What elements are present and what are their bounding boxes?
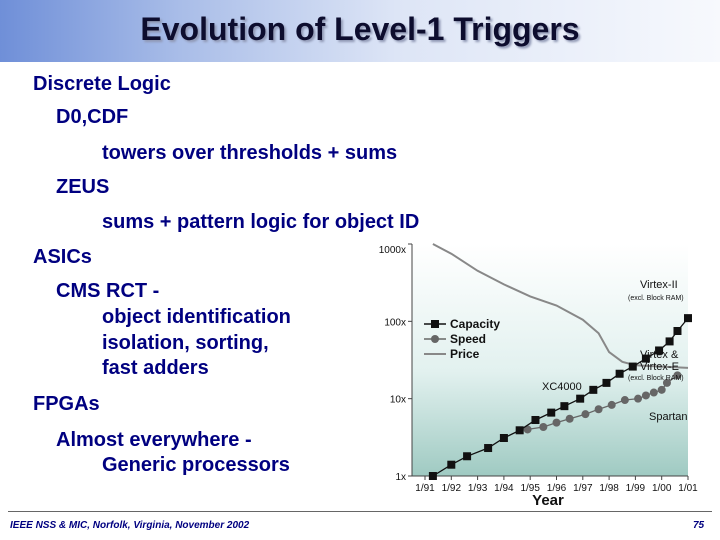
legend-speed-marker: [431, 335, 439, 343]
x-tick-label: 1/91: [415, 483, 435, 494]
capacity-point: [655, 346, 664, 355]
capacity-point: [531, 415, 540, 424]
capacity-point: [547, 408, 556, 417]
annotation-virtex-ii: Virtex-II: [640, 279, 678, 291]
footer-rule: [8, 511, 712, 512]
legend-speed: Speed: [450, 332, 486, 346]
page-number: 75: [693, 520, 705, 531]
speed-point: [539, 423, 548, 432]
y-tick-label: 10x: [390, 395, 406, 406]
footer-text: IEEE NSS & MIC, Norfolk, Virginia, Novem…: [10, 520, 250, 531]
x-tick-label: 1/95: [520, 483, 540, 494]
capacity-point: [684, 314, 692, 323]
capacity-point: [665, 337, 674, 346]
annotation-virtex-ii-note: (excl. Block RAM): [628, 295, 684, 302]
bullet-fast-adders: fast adders: [102, 357, 209, 379]
x-tick-label: 1/94: [494, 483, 514, 494]
x-tick-label: 1/96: [547, 483, 567, 494]
capacity-point: [515, 426, 524, 435]
annotation-virtex: Virtex &: [640, 349, 679, 361]
x-tick-label: 1/93: [468, 483, 488, 494]
legend-price: Price: [450, 347, 480, 361]
capacity-point: [484, 444, 493, 453]
speed-point: [657, 385, 666, 394]
bullet-object-identification: object identification: [102, 306, 291, 328]
x-tick-label: 1/92: [442, 483, 462, 494]
speed-point: [673, 371, 682, 380]
x-tick-label: 1/99: [626, 483, 646, 494]
capacity-point: [602, 378, 611, 387]
fpga-trend-chart: 1x 10x 100x 1000x 1/91 1/92 1/93 1/94 1/95 1/96 1…: [372, 240, 708, 513]
annotation-virtex-e: Virtex-E: [640, 361, 679, 373]
speed-point: [641, 391, 650, 400]
speed-point: [565, 414, 574, 423]
slide-title: Evolution of Level-1 Triggers: [140, 11, 580, 47]
speed-point: [662, 378, 671, 387]
bullet-isolation-sorting: isolation, sorting,: [102, 332, 269, 354]
bullet-discrete-logic: Discrete Logic: [33, 73, 171, 95]
bullet-d0-cdf: D0,CDF: [56, 106, 129, 128]
x-axis-title: Year: [532, 492, 564, 508]
annotation-spartan: Spartan: [649, 411, 688, 423]
x-tick-label: 1/01: [678, 483, 698, 494]
y-tick-label: 1000x: [379, 245, 406, 256]
y-tick-label: 1x: [395, 472, 406, 483]
capacity-point: [628, 362, 637, 371]
chart-svg: 1x 10x 100x 1000x 1/91 1/92 1/93 1/94 1/95 1/96 1…: [379, 243, 698, 509]
bullet-asics: ASICs: [33, 246, 92, 268]
capacity-point: [641, 354, 650, 363]
speed-point: [552, 418, 561, 427]
y-tick-label: 100x: [384, 317, 406, 328]
legend-capacity-marker: [431, 320, 439, 328]
bullet-towers-sums: towers over thresholds + sums: [102, 142, 398, 164]
x-tick-label: 1/97: [573, 483, 593, 494]
speed-point: [620, 396, 629, 405]
bullet-zeus: ZEUS: [56, 176, 110, 198]
capacity-point: [673, 326, 682, 335]
bullet-generic-processors: Generic processors: [102, 454, 290, 476]
bullet-cms-rct: CMS RCT -: [56, 280, 160, 302]
capacity-point: [560, 402, 569, 411]
x-tick-label: 1/98: [599, 483, 619, 494]
speed-point: [581, 410, 590, 419]
speed-point: [607, 400, 616, 409]
legend-capacity: Capacity: [450, 317, 500, 331]
capacity-point: [428, 472, 437, 480]
bullet-almost-everywhere: Almost everywhere -: [56, 429, 252, 451]
capacity-point: [589, 385, 598, 394]
bullet-fpgas: FPGAs: [33, 393, 100, 415]
annotation-virtex-e-note: (excl. Block RAM): [628, 375, 684, 382]
x-tick-label: 1/00: [652, 483, 672, 494]
bullet-pattern-logic: sums + pattern logic for object ID: [102, 211, 420, 233]
capacity-point: [499, 434, 508, 443]
annotation-xc4000: XC4000: [542, 381, 582, 393]
speed-point: [649, 388, 658, 397]
speed-point: [523, 425, 532, 434]
speed-point: [634, 394, 643, 403]
speed-point: [594, 405, 603, 414]
capacity-point: [576, 394, 585, 403]
capacity-point: [463, 452, 472, 461]
capacity-point: [447, 460, 456, 469]
title-bar: [0, 0, 720, 62]
capacity-point: [615, 369, 624, 378]
